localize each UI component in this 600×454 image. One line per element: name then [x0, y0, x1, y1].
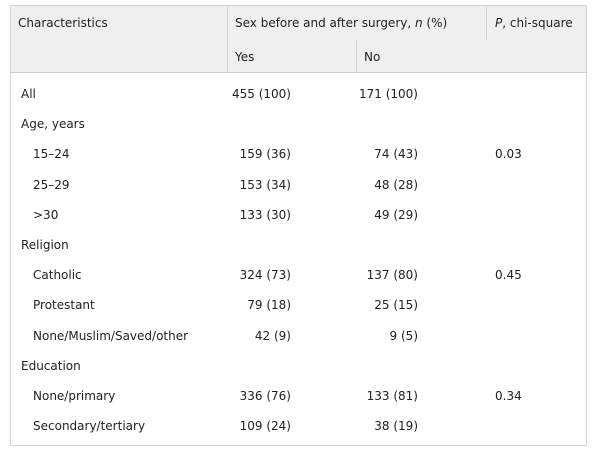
row-p-value: 0.45	[495, 268, 522, 282]
row-no-value: 137 (80)	[366, 268, 418, 282]
row-yes-value: 133 (30)	[239, 208, 291, 222]
row-yes-value: 153 (34)	[239, 178, 291, 192]
row-no-value: 25 (15)	[374, 298, 418, 312]
row-no-value: 171 (100)	[359, 87, 418, 101]
header-p-label: P	[495, 16, 503, 30]
row-no-value: 38 (19)	[374, 419, 418, 433]
row-p-value: 0.03	[495, 147, 522, 161]
table-header	[10, 5, 587, 73]
row-label: 25–29	[33, 178, 70, 192]
row-no-value: 133 (81)	[366, 389, 418, 403]
row-label: Age, years	[21, 117, 85, 131]
row-label: 15–24	[33, 147, 70, 161]
row-yes-value: 42 (9)	[254, 329, 291, 343]
header-characteristics: Characteristics	[18, 16, 108, 30]
row-yes-value: 109 (24)	[239, 419, 291, 433]
row-no-value: 74 (43)	[374, 147, 418, 161]
row-label: Protestant	[33, 298, 95, 312]
row-label: All	[21, 87, 36, 101]
row-yes-value: 455 (100)	[232, 87, 291, 101]
row-yes-value: 324 (73)	[239, 268, 291, 282]
row-no-value: 49 (29)	[374, 208, 418, 222]
row-label: >30	[33, 208, 59, 222]
header-p-rest: , chi-square	[502, 16, 573, 30]
row-no-value: 48 (28)	[374, 178, 418, 192]
row-yes-value: 79 (18)	[247, 298, 291, 312]
header-p-value: P, chi-square	[495, 16, 573, 30]
row-label: Religion	[21, 238, 69, 252]
header-sex-group: Sex before and after surgery, n (%)	[235, 16, 447, 30]
row-no-value: 9 (5)	[389, 329, 418, 343]
header-sex-n: n	[414, 16, 423, 30]
header-yes: Yes	[235, 50, 255, 64]
row-yes-value: 159 (36)	[239, 147, 291, 161]
row-yes-value: 336 (76)	[239, 389, 291, 403]
row-label: None/Muslim/Saved/other	[33, 329, 189, 343]
column-divider	[227, 6, 228, 72]
row-label: None/primary	[33, 389, 116, 403]
row-label: Catholic	[33, 268, 82, 282]
header-sex-pct: (%)	[422, 16, 448, 30]
header-divider	[10, 72, 587, 73]
header-no: No	[364, 50, 381, 64]
header-sex-text: Sex before and after surgery,	[235, 16, 415, 30]
row-p-value: 0.34	[495, 389, 522, 403]
column-divider	[486, 6, 487, 40]
column-divider	[356, 40, 357, 72]
row-label: Education	[21, 359, 81, 373]
row-label: Secondary/tertiary	[33, 419, 146, 433]
